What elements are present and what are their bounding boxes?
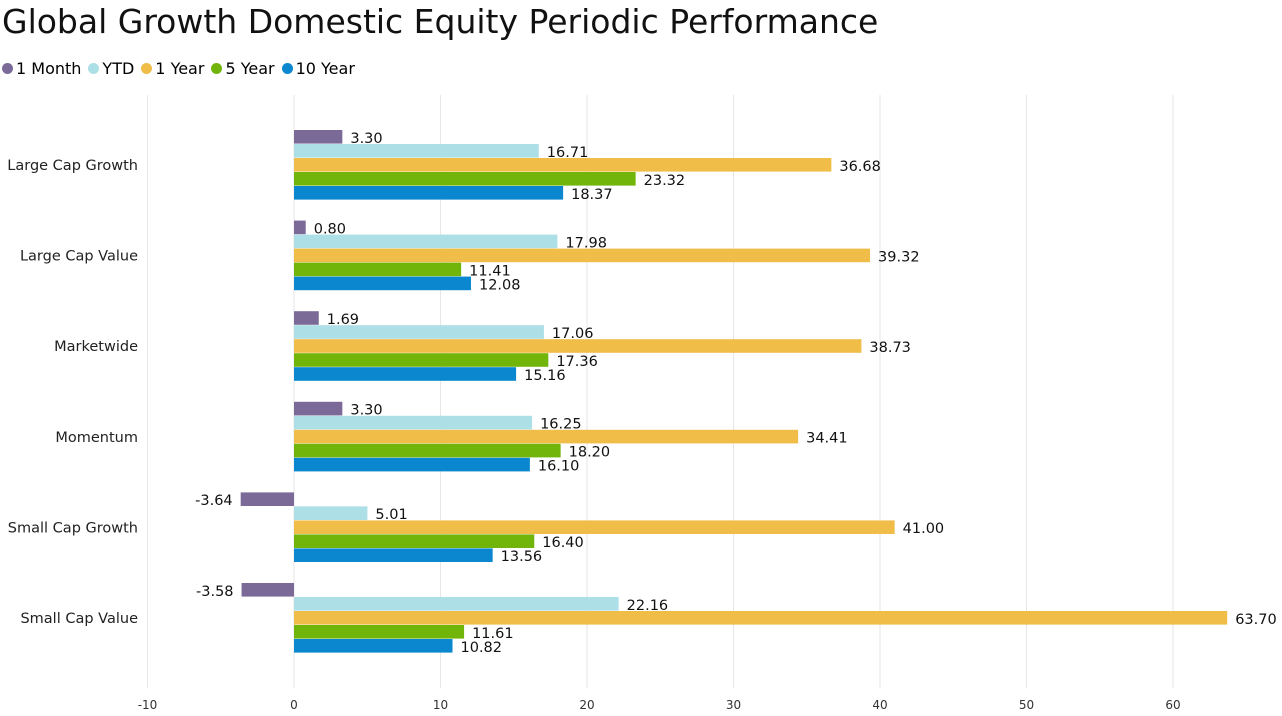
legend-label: YTD — [102, 58, 135, 78]
data-label: 0.80 — [314, 221, 346, 237]
bar — [294, 186, 564, 200]
data-label: 36.68 — [839, 159, 881, 175]
bar — [294, 415, 533, 430]
bar — [240, 492, 294, 506]
bar — [294, 248, 871, 263]
legend-item: 10 Year — [281, 58, 355, 78]
data-label: 16.40 — [542, 535, 584, 551]
data-label: 3.30 — [350, 131, 382, 147]
bar — [294, 234, 558, 249]
data-label: 18.20 — [569, 445, 611, 461]
legend-label: 10 Year — [295, 58, 355, 78]
data-label: 11.41 — [469, 263, 511, 279]
data-label: 34.41 — [806, 431, 848, 447]
data-label: 10.82 — [461, 640, 503, 656]
category-label: Marketwide — [54, 339, 138, 355]
x-tick-label: 0 — [290, 698, 298, 712]
data-label: 1.69 — [327, 312, 359, 328]
legend-item: 1 Year — [141, 59, 204, 78]
category-label: Small Cap Value — [20, 611, 138, 627]
chart-title: Global Growth Domestic Equity Periodic P… — [2, 2, 879, 41]
data-label: 17.36 — [556, 354, 598, 370]
bar — [294, 311, 319, 325]
data-label: -3.58 — [196, 584, 234, 600]
legend-label: 1 Month — [16, 58, 82, 78]
legend-item: YTD — [88, 59, 134, 78]
bar — [294, 443, 561, 458]
bar — [294, 457, 530, 472]
data-label: 16.25 — [540, 417, 582, 433]
x-tick-label: 50 — [1019, 698, 1034, 712]
legend-item: 5 Year — [211, 58, 275, 78]
bar — [294, 158, 832, 172]
data-label: 11.61 — [472, 626, 514, 642]
data-label: 13.56 — [501, 549, 543, 565]
category-label: Large Cap Growth — [7, 158, 138, 174]
bar — [294, 172, 636, 186]
data-label: 63.70 — [1235, 612, 1277, 628]
bar — [294, 367, 517, 381]
bar — [294, 220, 306, 235]
bar — [294, 353, 549, 367]
bar — [294, 325, 544, 339]
legend-dot-icon — [281, 62, 293, 74]
bar — [294, 548, 493, 562]
legend-label: 5 Year — [225, 58, 275, 78]
data-label: 16.10 — [538, 459, 580, 475]
x-tick-label: 30 — [726, 698, 741, 712]
legend: 1 Month YTD 1 Year 5 Year 10 Year — [2, 57, 362, 79]
bar — [294, 130, 343, 144]
bar — [294, 144, 539, 158]
bar — [294, 625, 465, 639]
data-label: 16.71 — [547, 145, 589, 161]
bar — [294, 276, 471, 291]
bar — [294, 262, 462, 277]
legend-dot-icon — [211, 62, 223, 74]
bar — [294, 597, 619, 611]
data-label: 5.01 — [375, 507, 407, 523]
bar — [294, 639, 453, 653]
legend-dot-icon — [141, 62, 153, 74]
data-label: -3.64 — [195, 493, 233, 509]
bar — [294, 520, 895, 534]
data-label: 41.00 — [903, 521, 945, 537]
x-tick-label: -10 — [138, 698, 158, 712]
x-tick-label: 40 — [872, 698, 887, 712]
category-label: Large Cap Value — [20, 249, 138, 265]
data-label: 12.08 — [479, 277, 521, 293]
data-label: 23.32 — [644, 173, 686, 189]
bar — [241, 583, 294, 597]
category-label: Small Cap Growth — [8, 520, 138, 536]
bar — [294, 339, 862, 353]
x-tick-label: 60 — [1165, 698, 1180, 712]
data-label: 15.16 — [524, 368, 566, 384]
data-label: 17.06 — [552, 326, 594, 342]
category-label: Momentum — [55, 430, 138, 446]
data-label: 17.98 — [565, 235, 607, 251]
legend-dot-icon — [88, 62, 100, 74]
bar — [294, 534, 535, 548]
data-label: 22.16 — [627, 598, 669, 614]
x-tick-label: 20 — [579, 698, 594, 712]
legend-item: 1 Month — [2, 59, 81, 78]
bar — [294, 611, 1228, 625]
data-label: 3.30 — [350, 403, 382, 419]
data-label: 39.32 — [878, 249, 920, 265]
data-label: 18.37 — [571, 187, 613, 203]
x-tick-label: 10 — [433, 698, 448, 712]
bar — [294, 506, 368, 520]
legend-label: 1 Year — [155, 58, 205, 78]
data-label: 38.73 — [869, 340, 911, 356]
legend-dot-icon — [2, 62, 13, 74]
bar — [294, 401, 343, 416]
bar — [294, 429, 799, 444]
